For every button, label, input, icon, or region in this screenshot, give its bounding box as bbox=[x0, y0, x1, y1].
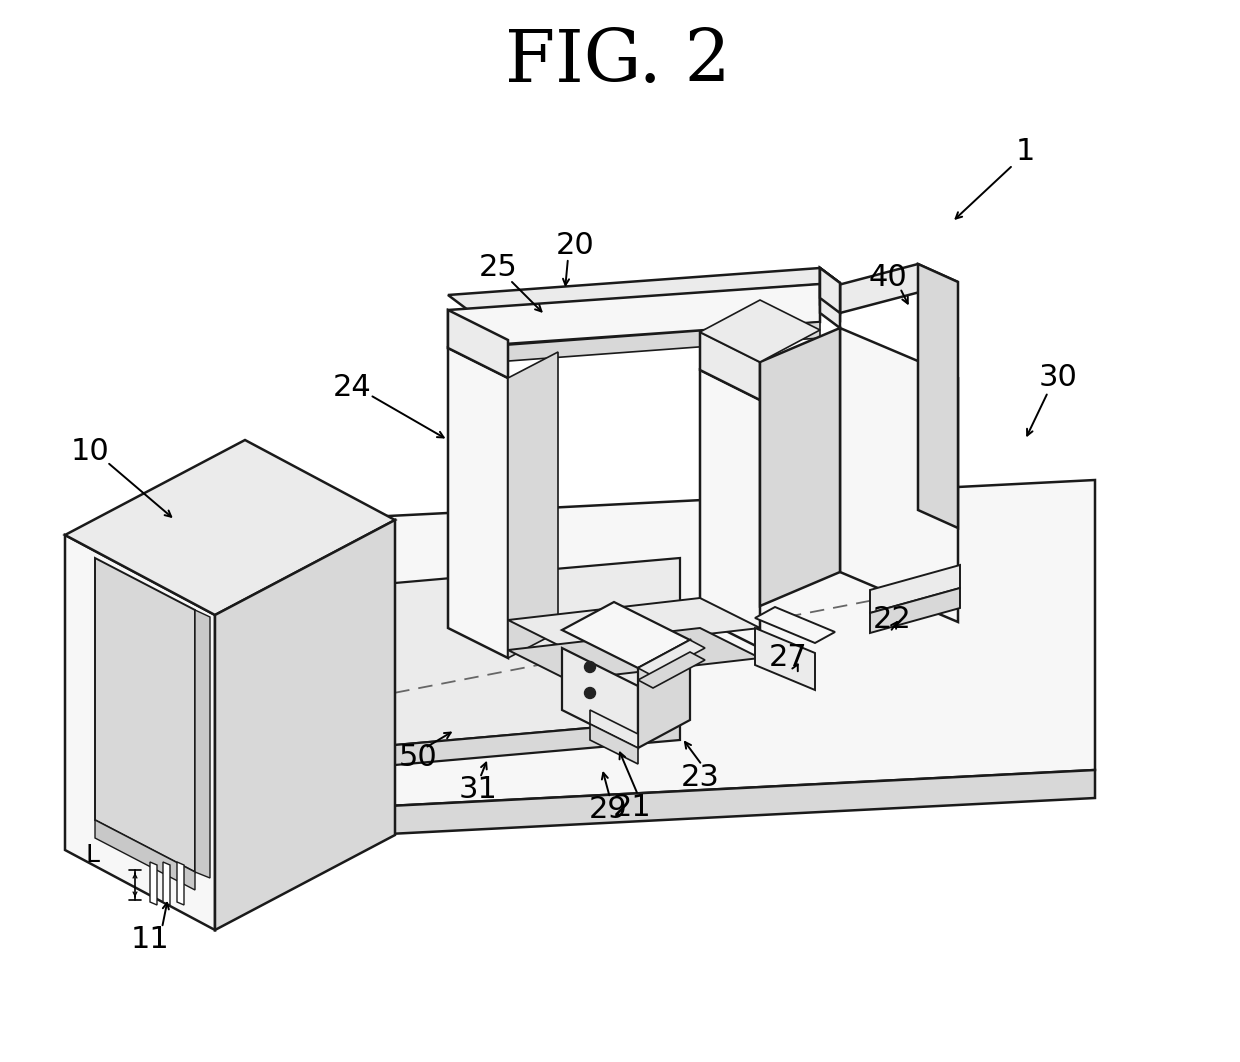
Polygon shape bbox=[448, 348, 508, 658]
Polygon shape bbox=[448, 310, 508, 378]
Circle shape bbox=[584, 662, 595, 672]
Text: 27: 27 bbox=[769, 644, 807, 672]
Polygon shape bbox=[177, 862, 184, 905]
Polygon shape bbox=[701, 370, 760, 648]
Polygon shape bbox=[95, 820, 195, 890]
Polygon shape bbox=[315, 590, 330, 778]
Polygon shape bbox=[800, 264, 959, 313]
Text: 50: 50 bbox=[398, 743, 438, 772]
Circle shape bbox=[584, 687, 595, 699]
Polygon shape bbox=[839, 328, 959, 622]
Polygon shape bbox=[448, 284, 820, 348]
Polygon shape bbox=[508, 352, 558, 658]
Polygon shape bbox=[195, 610, 210, 878]
Polygon shape bbox=[64, 535, 215, 930]
Polygon shape bbox=[701, 332, 760, 400]
Text: 10: 10 bbox=[71, 438, 109, 466]
Polygon shape bbox=[870, 565, 960, 613]
Text: 1: 1 bbox=[1016, 137, 1034, 167]
Polygon shape bbox=[755, 628, 815, 690]
Text: 11: 11 bbox=[130, 925, 170, 955]
Polygon shape bbox=[701, 299, 820, 362]
Text: FIG. 2: FIG. 2 bbox=[505, 27, 730, 98]
Polygon shape bbox=[590, 710, 639, 748]
Text: 22: 22 bbox=[873, 605, 911, 634]
Polygon shape bbox=[562, 648, 639, 748]
Polygon shape bbox=[95, 558, 195, 872]
Polygon shape bbox=[508, 628, 760, 680]
Text: 24: 24 bbox=[332, 374, 371, 402]
Polygon shape bbox=[315, 720, 680, 772]
Polygon shape bbox=[150, 862, 157, 905]
Polygon shape bbox=[562, 602, 689, 668]
Polygon shape bbox=[590, 724, 639, 764]
Text: 25: 25 bbox=[479, 254, 517, 282]
Text: 31: 31 bbox=[459, 775, 497, 805]
Polygon shape bbox=[820, 268, 839, 313]
Text: 21: 21 bbox=[613, 793, 651, 822]
Polygon shape bbox=[508, 598, 760, 650]
Polygon shape bbox=[448, 268, 839, 310]
Polygon shape bbox=[310, 520, 335, 852]
Text: 30: 30 bbox=[1039, 363, 1078, 393]
Polygon shape bbox=[760, 328, 839, 606]
Polygon shape bbox=[639, 652, 706, 688]
Polygon shape bbox=[64, 440, 396, 615]
Polygon shape bbox=[215, 520, 396, 930]
Polygon shape bbox=[820, 268, 839, 320]
Polygon shape bbox=[639, 640, 689, 748]
Polygon shape bbox=[755, 607, 835, 643]
Text: 23: 23 bbox=[681, 764, 719, 792]
Polygon shape bbox=[639, 640, 706, 676]
Text: 29: 29 bbox=[589, 795, 627, 824]
Polygon shape bbox=[918, 264, 959, 528]
Polygon shape bbox=[162, 862, 170, 905]
Polygon shape bbox=[870, 588, 960, 633]
Polygon shape bbox=[467, 322, 820, 364]
Text: 40: 40 bbox=[869, 263, 908, 292]
Polygon shape bbox=[315, 558, 680, 752]
Polygon shape bbox=[310, 480, 1095, 810]
Polygon shape bbox=[820, 268, 839, 328]
Polygon shape bbox=[310, 770, 1095, 838]
Text: L: L bbox=[86, 843, 99, 867]
Text: 20: 20 bbox=[556, 230, 594, 259]
